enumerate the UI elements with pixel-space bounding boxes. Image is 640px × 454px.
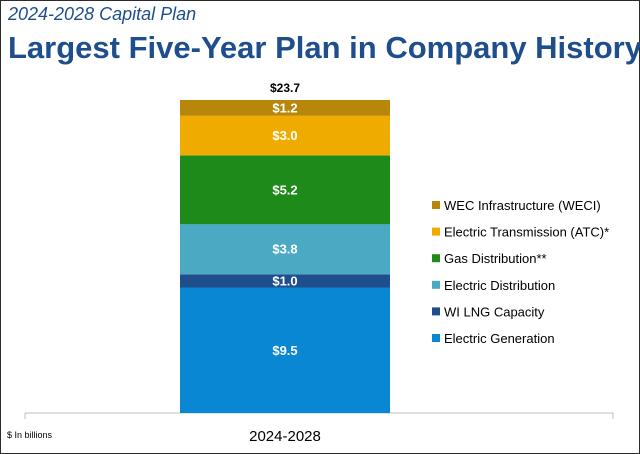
total-label: $23.7: [270, 81, 300, 95]
legend-swatch-5: [432, 334, 440, 342]
bar-segment-2: [180, 224, 390, 275]
bar-segment-5: [180, 100, 390, 116]
segment-label-1: $1.0: [272, 273, 297, 288]
slide-subtitle: 2024-2028 Capital Plan: [8, 4, 197, 24]
legend-label-2: Gas Distribution**: [444, 251, 547, 266]
bar-segment-0: [180, 287, 390, 413]
segment-label-0: $9.5: [272, 343, 297, 358]
footnote: $ In billions: [7, 430, 53, 440]
legend-swatch-1: [432, 227, 440, 236]
legend-label-0: WEC Infrastructure (WECI): [444, 198, 601, 213]
slide-title: Largest Five-Year Plan in Company Histor…: [8, 30, 640, 65]
segment-labels: $9.5 $1.0 $3.8 $5.2 $3.0 $1.2: [272, 100, 297, 357]
category-label: 2024-2028: [249, 428, 321, 445]
bar-stack: [180, 100, 390, 413]
bar-segment-3: [180, 155, 390, 225]
bar-segment-4: [180, 115, 390, 156]
legend-label-4: WI LNG Capacity: [444, 304, 545, 319]
legend-swatch-4: [432, 307, 440, 316]
segment-label-2: $3.8: [272, 242, 297, 257]
bar-segment-1: [180, 274, 390, 288]
legend-swatch-2: [432, 254, 440, 263]
segment-label-3: $5.2: [272, 182, 297, 197]
legend-label-5: Electric Generation: [444, 331, 555, 346]
legend-label-1: Electric Transmission (ATC)*: [444, 225, 609, 240]
segment-label-4: $3.0: [272, 128, 297, 143]
legend-swatch-0: [432, 201, 440, 209]
segment-label-5: $1.2: [272, 100, 297, 115]
legend-swatch-3: [432, 280, 440, 289]
legend-label-3: Electric Distribution: [444, 278, 555, 293]
legend: WEC Infrastructure (WECI) Electric Transm…: [432, 198, 609, 346]
